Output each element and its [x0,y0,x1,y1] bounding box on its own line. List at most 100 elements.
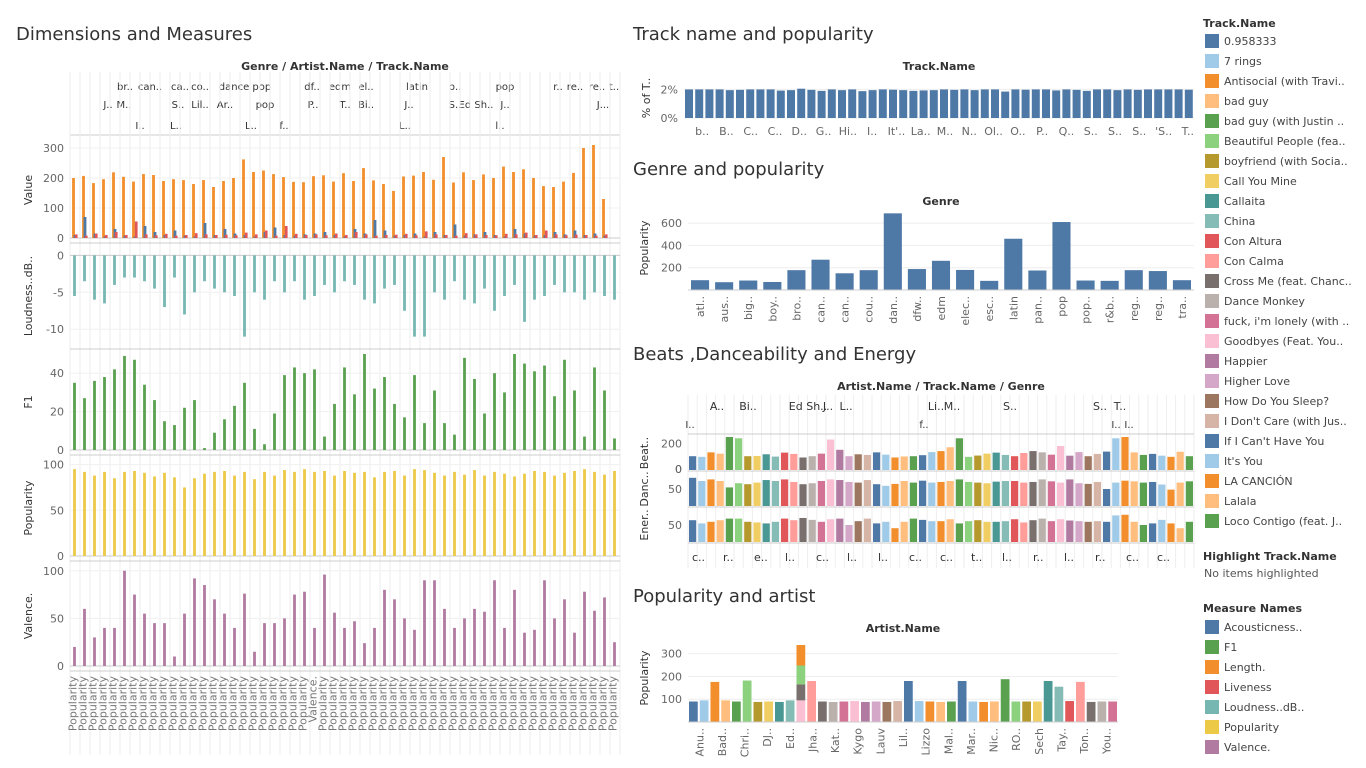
track-legend-item[interactable]: Antisocial (with Travi.. [1205,74,1345,88]
genre-x-tick-label: esc.. [983,296,996,322]
measure-bar [314,234,318,238]
measure-bar [503,392,506,450]
measure-legend-item[interactable]: Length. [1205,660,1265,674]
measure-bar [302,182,305,238]
measure-bar [483,413,486,450]
measure-bar [473,378,476,450]
track-legend-item[interactable]: fuck, i'm lonely (with .. [1205,314,1349,328]
track-bar [1164,89,1173,118]
artist-bar [893,701,902,722]
legend-swatch [1205,740,1219,754]
track-legend-item[interactable]: 7 rings [1205,54,1262,68]
track-legend-item[interactable]: bad guy (with Justin .. [1205,114,1344,128]
legend-item-label: Lalala [1224,495,1256,508]
track-legend-item[interactable]: Con Altura [1205,234,1282,248]
track-bar [838,90,846,118]
track-legend-item[interactable]: Loco Contigo (feat. J.. [1205,514,1342,528]
highlight-control[interactable]: Highlight Track.Name No items highlighted [1203,550,1337,580]
measure-bar [323,470,326,556]
track-legend-item[interactable]: I Don't Care (with Jus.. [1205,414,1347,428]
measure-legend-item[interactable]: Valence. [1205,740,1271,754]
genre-chart: Genre Popularity 200 400 600 atl.. aus.. big.. b… [638,195,1194,326]
measure-legend-item[interactable]: Popularity [1205,720,1280,734]
dimensions-x-tick-label: Popularity [327,676,340,732]
genre-bar [1076,280,1095,290]
beats-bar [1158,455,1166,470]
track-x-tick-label: I.. [867,125,877,138]
track-legend-item[interactable]: China [1205,214,1255,228]
track-bar [695,89,704,118]
measure-bar [544,230,548,238]
beats-bar [836,449,844,470]
legend-swatch [1205,74,1219,88]
measure-legend-item[interactable]: Loudness..dB.. [1205,700,1304,714]
beats-genre-footer: l.. [1064,551,1074,564]
genre-header-label: latin [406,82,428,93]
measure-bar [343,367,346,450]
beats-bar [1029,481,1037,506]
measure-bar [123,355,126,450]
measure-bar [473,255,476,304]
beats-bar [753,482,761,506]
track-legend-item[interactable]: It's You [1205,454,1263,468]
track-legend-item[interactable]: How Do You Sleep? [1205,394,1329,408]
dimensions-x-tick-label: Popularity [97,676,110,732]
measure-bar [603,390,606,450]
track-legend-item[interactable]: boyfriend (with Socia.. [1205,154,1348,168]
track-x-tick-label: Hi.. [839,125,857,138]
track-legend-item[interactable]: If I Can't Have You [1205,434,1324,448]
measure-bar [133,255,136,278]
track-legend-item[interactable]: Higher Love [1205,374,1290,388]
measure-bar [194,233,198,238]
measure-bar [123,471,126,556]
measure-bar [493,471,496,556]
measure-bar [273,255,276,282]
track-legend-item[interactable]: 0.958333 [1205,34,1277,48]
beats-bar [1029,520,1037,542]
beats-bar [1084,483,1092,506]
track-legend-item[interactable]: Callaita [1205,194,1265,208]
beats-genre-footer: e.. [754,551,768,564]
track-legend-item[interactable]: Cross Me (feat. Chanc.. [1205,274,1352,288]
track-legend-item[interactable]: LA CANCIÓN [1205,474,1293,488]
dimensions-x-tick-label: Popularity [137,676,150,732]
track-legend-item[interactable]: Con Calma [1205,254,1284,268]
track-bar [940,89,948,118]
measure-bar [193,578,196,666]
track-legend-item[interactable]: Call You Mine [1205,174,1297,188]
artist-bar [1097,701,1107,722]
measure-bar [543,471,546,556]
track-legend-item[interactable]: Goodbyes (Feat. You.. [1205,334,1343,348]
legend-item-label: Con Calma [1224,255,1284,268]
beats-bar [817,481,825,506]
measure-bar [153,400,156,450]
measure-legend-item[interactable]: F1 [1205,640,1237,654]
measure-bar [114,232,118,238]
dimensions-x-tick-label: Popularity [267,676,280,732]
artist-bar [1076,681,1085,722]
track-legend-item[interactable]: bad guy [1205,94,1269,108]
track-bar [1103,89,1112,118]
dimensions-x-tick-label: Popularity [167,676,180,732]
measure-bar [82,175,85,238]
measure-bar [122,176,125,238]
beats-genre-footer: l.. [878,551,888,564]
measure-legend-item[interactable]: Liveness [1205,680,1272,694]
measure-legend-item[interactable]: Acousticness.. [1205,620,1302,634]
legend-swatch [1205,254,1219,268]
beats-bar [845,456,853,470]
beats-bar [790,453,798,470]
track-legend-item[interactable]: Happier [1205,354,1268,368]
beats-artist-header: S.. [1093,400,1107,413]
measure-bar [413,629,416,666]
track-legend-item[interactable]: Lalala [1205,494,1256,508]
measure-bar [283,375,286,450]
measure-bar [363,471,366,556]
measure-bar [203,448,206,450]
dimensions-x-tick-label: Popularity [147,676,160,732]
track-legend-item[interactable]: Beautiful People (fea.. [1205,134,1346,148]
beats-bar [1047,454,1055,470]
beats-bar [1057,445,1065,470]
track-legend-item[interactable]: Dance Monkey [1205,294,1305,308]
measure-bar [183,487,186,556]
